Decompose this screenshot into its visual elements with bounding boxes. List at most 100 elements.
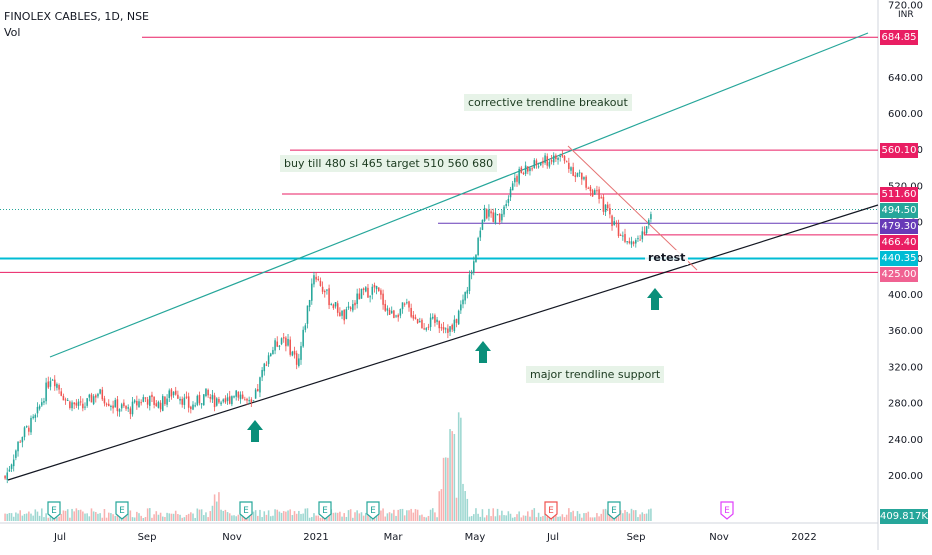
- volume-bar: [43, 517, 45, 521]
- candle-body: [438, 320, 441, 329]
- candle-body: [192, 404, 194, 410]
- volume-bar: [501, 510, 503, 521]
- volume-bar: [507, 511, 510, 521]
- volume-bar: [32, 515, 34, 521]
- candle-body: [133, 400, 136, 403]
- y-tick-label: 360.00: [888, 326, 923, 337]
- x-tick-label: Jul: [53, 532, 66, 543]
- volume-bar: [533, 508, 536, 521]
- candle-body: [157, 401, 160, 408]
- candle-body: [572, 167, 574, 176]
- candle-body: [259, 377, 261, 393]
- candle-body: [403, 303, 406, 305]
- volume-bar: [425, 517, 428, 521]
- candle-body: [231, 396, 233, 405]
- volume-bar: [637, 517, 639, 521]
- volume-bar: [336, 512, 339, 521]
- volume-bar: [36, 511, 39, 521]
- volume-bar: [572, 510, 574, 521]
- earnings-marker: [47, 501, 61, 520]
- candle-body: [66, 399, 69, 401]
- candle-body: [477, 237, 479, 256]
- volume-bar: [133, 517, 136, 521]
- volume-bar: [207, 517, 209, 521]
- volume-bar: [475, 508, 477, 521]
- volume-bar: [529, 516, 531, 521]
- candle-body: [183, 397, 186, 405]
- volume-bar: [140, 515, 142, 521]
- candle-body: [298, 358, 300, 366]
- volume-bar: [159, 512, 162, 521]
- candle-body: [468, 274, 471, 291]
- earnings-marker-label: E: [611, 506, 617, 516]
- volume-bar: [287, 510, 289, 521]
- candle-body: [308, 299, 311, 307]
- volume-bar: [568, 508, 570, 521]
- volume-bar: [581, 517, 583, 521]
- earnings-marker: [115, 501, 129, 520]
- candle-body: [267, 355, 270, 365]
- volume-bar: [645, 513, 648, 521]
- volume-bar: [138, 513, 140, 521]
- earnings-marker: [720, 501, 734, 520]
- price-tag: 466.40: [880, 235, 918, 250]
- volume-bar: [263, 511, 266, 521]
- candle-body: [239, 394, 242, 400]
- volume-bar: [226, 512, 229, 521]
- candle-body: [196, 395, 199, 405]
- candle-body: [99, 389, 101, 394]
- candle-body: [323, 290, 326, 293]
- candle-body: [164, 396, 166, 405]
- candle-body: [257, 388, 259, 392]
- candle-body: [596, 190, 598, 192]
- volume-bar: [479, 516, 482, 521]
- candle-body: [609, 207, 611, 215]
- candle-body: [112, 405, 114, 409]
- candle-body: [120, 404, 123, 409]
- volume-bar: [514, 517, 516, 521]
- candle-body: [619, 234, 622, 236]
- volume-bar: [488, 508, 490, 521]
- volume-bar: [395, 515, 397, 521]
- volume-bar: [442, 457, 445, 521]
- candle-body: [77, 401, 80, 406]
- volume-bar: [209, 511, 212, 521]
- volume-bar: [23, 513, 26, 521]
- y-tick-label: 520.00: [888, 181, 923, 192]
- candle-body: [511, 183, 514, 191]
- candle-body: [490, 211, 492, 214]
- volume-bar: [369, 514, 371, 521]
- volume-bar: [161, 516, 164, 521]
- candle-body: [118, 409, 121, 412]
- volume-bar: [142, 517, 145, 521]
- volume-bar: [466, 498, 469, 521]
- volume-bar: [362, 515, 365, 521]
- volume-bar: [321, 516, 324, 521]
- candle-body: [561, 154, 564, 157]
- candle-body: [105, 403, 108, 405]
- breakout-note[interactable]: corrective trendline breakout: [464, 94, 632, 111]
- candle-body: [291, 351, 294, 356]
- trade-note[interactable]: buy till 480 sl 465 target 510 560 680: [280, 155, 498, 172]
- volume-bar: [90, 508, 93, 521]
- support-note[interactable]: major trendline support: [526, 366, 665, 383]
- candle-body: [434, 315, 436, 323]
- volume-bar: [306, 508, 309, 521]
- symbol-title: FINOLEX CABLES, 1D, NSE: [4, 10, 149, 23]
- volume-bar: [427, 515, 430, 521]
- candle-body: [47, 381, 50, 388]
- volume-bar: [196, 508, 199, 521]
- volume-indicator-label[interactable]: Vol: [4, 26, 21, 39]
- candle-body: [630, 241, 633, 245]
- retest-label[interactable]: retest: [645, 250, 689, 265]
- volume-bar: [522, 515, 525, 521]
- volume-bar: [95, 512, 97, 521]
- candle-body: [347, 306, 350, 308]
- candle-body: [345, 309, 348, 319]
- candle-body: [421, 319, 423, 329]
- candle-body: [36, 406, 39, 414]
- candle-body: [384, 303, 387, 311]
- volume-bar: [397, 509, 399, 521]
